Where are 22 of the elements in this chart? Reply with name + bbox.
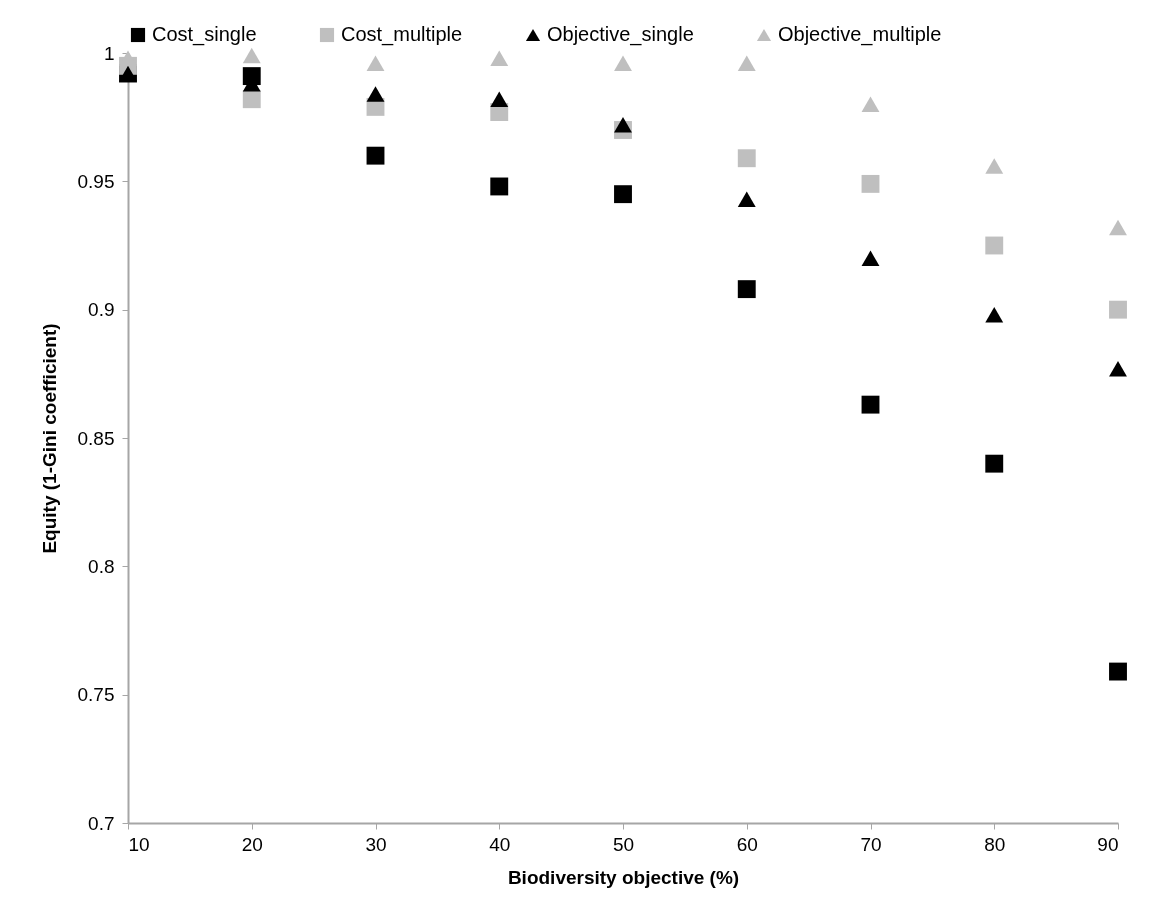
x-tick-label: 90 [1097, 833, 1119, 855]
x-tick-label: 70 [860, 833, 882, 855]
legend-label: Objective_single [547, 23, 694, 46]
y-tick-label: 0.7 [88, 812, 115, 834]
y-axis-title: Equity (1-Gini coefficient) [38, 323, 60, 554]
x-tick-label: 10 [128, 833, 150, 855]
x-tick-label: 60 [736, 833, 758, 855]
x-tick-label: 20 [241, 833, 263, 855]
y-tick-label: 1 [103, 42, 115, 64]
x-tick-label: 30 [365, 833, 387, 855]
legend-label: Cost_single [152, 23, 257, 46]
y-tick-label: 0.95 [77, 170, 115, 192]
y-tick-label: 0.8 [88, 555, 115, 577]
x-tick-label: 40 [489, 833, 511, 855]
y-tick-label: 0.85 [77, 427, 115, 449]
y-tick-label: 0.75 [77, 684, 115, 706]
x-tick-label: 50 [612, 833, 635, 855]
x-tick-label: 80 [984, 833, 1006, 855]
legend-label: Objective_multiple [778, 23, 942, 46]
x-axis-title: Biodiversity objective (%) [507, 866, 740, 888]
legend-label: Cost_multiple [341, 23, 463, 46]
y-tick-label: 0.9 [88, 299, 115, 321]
